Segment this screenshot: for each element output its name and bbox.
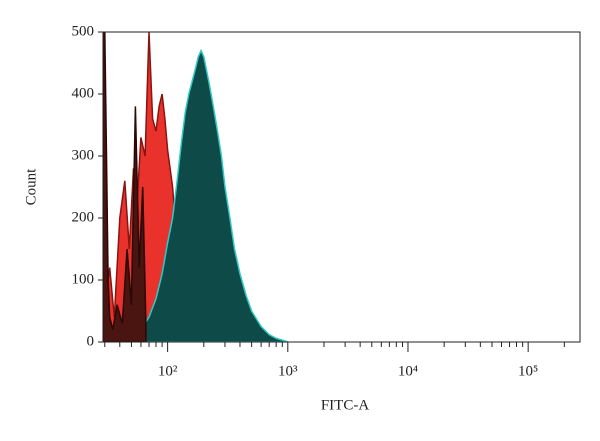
y-tick-label: 300 (72, 147, 95, 163)
y-tick-label: 200 (72, 209, 95, 225)
x-tick-label: 10³ (278, 363, 298, 379)
x-tick-label: 10⁴ (398, 363, 418, 379)
y-tick-label: 0 (87, 333, 95, 349)
y-tick-label: 400 (72, 85, 95, 101)
x-axis-label: FITC-A (321, 397, 370, 413)
histogram-area (130, 48, 289, 342)
histogram-area (103, 32, 147, 342)
y-tick-label: 100 (72, 271, 95, 287)
y-tick-label: 500 (72, 23, 95, 39)
x-tick-label: 10⁵ (518, 363, 538, 379)
plot-frame (102, 31, 581, 343)
y-axis-label: Count (23, 168, 39, 206)
x-tick-label: 10² (158, 363, 178, 379)
plot (103, 32, 289, 342)
